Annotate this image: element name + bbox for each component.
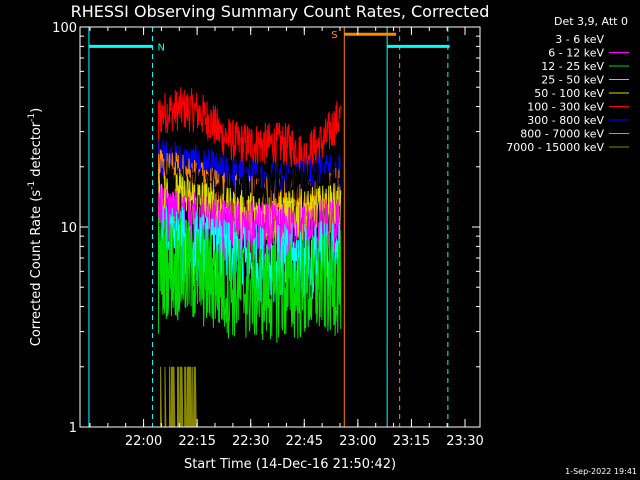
legend-entry-label: 300 - 800 keV xyxy=(527,114,604,127)
legend-entry-label: 3 - 6 keV xyxy=(555,33,604,46)
legend-entry-label: 7000 - 15000 keV xyxy=(506,141,604,154)
legend-entry-label: 25 - 50 keV xyxy=(541,74,604,87)
legend-entry-label: 6 - 12 keV xyxy=(548,47,604,60)
y-label-part: ) xyxy=(29,108,44,113)
annotation-flag-label: S xyxy=(331,30,337,41)
chart-title: RHESSI Observing Summary Count Rates, Co… xyxy=(71,2,490,21)
x-tick-label: 23:15 xyxy=(393,434,430,449)
y-tick-label: 10 xyxy=(60,221,77,236)
legend-entry-label: 800 - 7000 keV xyxy=(520,128,604,141)
y-label-superscript: -1 xyxy=(27,181,37,190)
footer-timestamp: 1-Sep-2022 19:41 xyxy=(565,467,637,476)
x-tick-label: 22:45 xyxy=(286,434,323,449)
x-tick-label: 22:00 xyxy=(125,434,162,449)
series-100-300keV xyxy=(158,87,342,186)
x-axis-label: Start Time (14-Dec-16 21:50:42) xyxy=(184,457,396,472)
y-tick-label: 100 xyxy=(52,21,77,36)
legend-title: Det 3,9, Att 0 xyxy=(554,15,628,28)
x-tick-label: 23:30 xyxy=(446,434,483,449)
axes: 1 10 100 22:00 22:15 22:30 22:45 23:00 23:15 23:3… xyxy=(52,21,484,449)
legend-entry-label: 100 - 300 keV xyxy=(527,101,604,114)
x-tick-label: 22:15 xyxy=(178,434,215,449)
y-axis-label-text: Corrected Count Rate (s-1 detector-1) xyxy=(27,108,44,346)
y-label-part: Corrected Count Rate (s xyxy=(29,190,44,347)
y-axis-label: Corrected Count Rate (s-1 detector-1) xyxy=(27,108,44,346)
y-label-superscript: -1 xyxy=(27,113,37,122)
series-12-25keV xyxy=(158,217,342,343)
legend-entry-label: 12 - 25 keV xyxy=(541,60,604,73)
y-label-part: detector xyxy=(29,121,44,181)
series-7000-15000-keV xyxy=(159,366,197,427)
annotation-flag-label: N xyxy=(158,42,165,53)
x-tick-label: 23:00 xyxy=(339,434,376,449)
plot-area: NS xyxy=(88,27,450,427)
x-tick-label: 22:30 xyxy=(232,434,269,449)
plot-clip-group xyxy=(88,27,450,427)
series-3-6keV xyxy=(158,160,342,251)
legend-entry-label: 50 - 100 keV xyxy=(534,87,604,100)
y-tick-label: 1 xyxy=(69,421,77,436)
